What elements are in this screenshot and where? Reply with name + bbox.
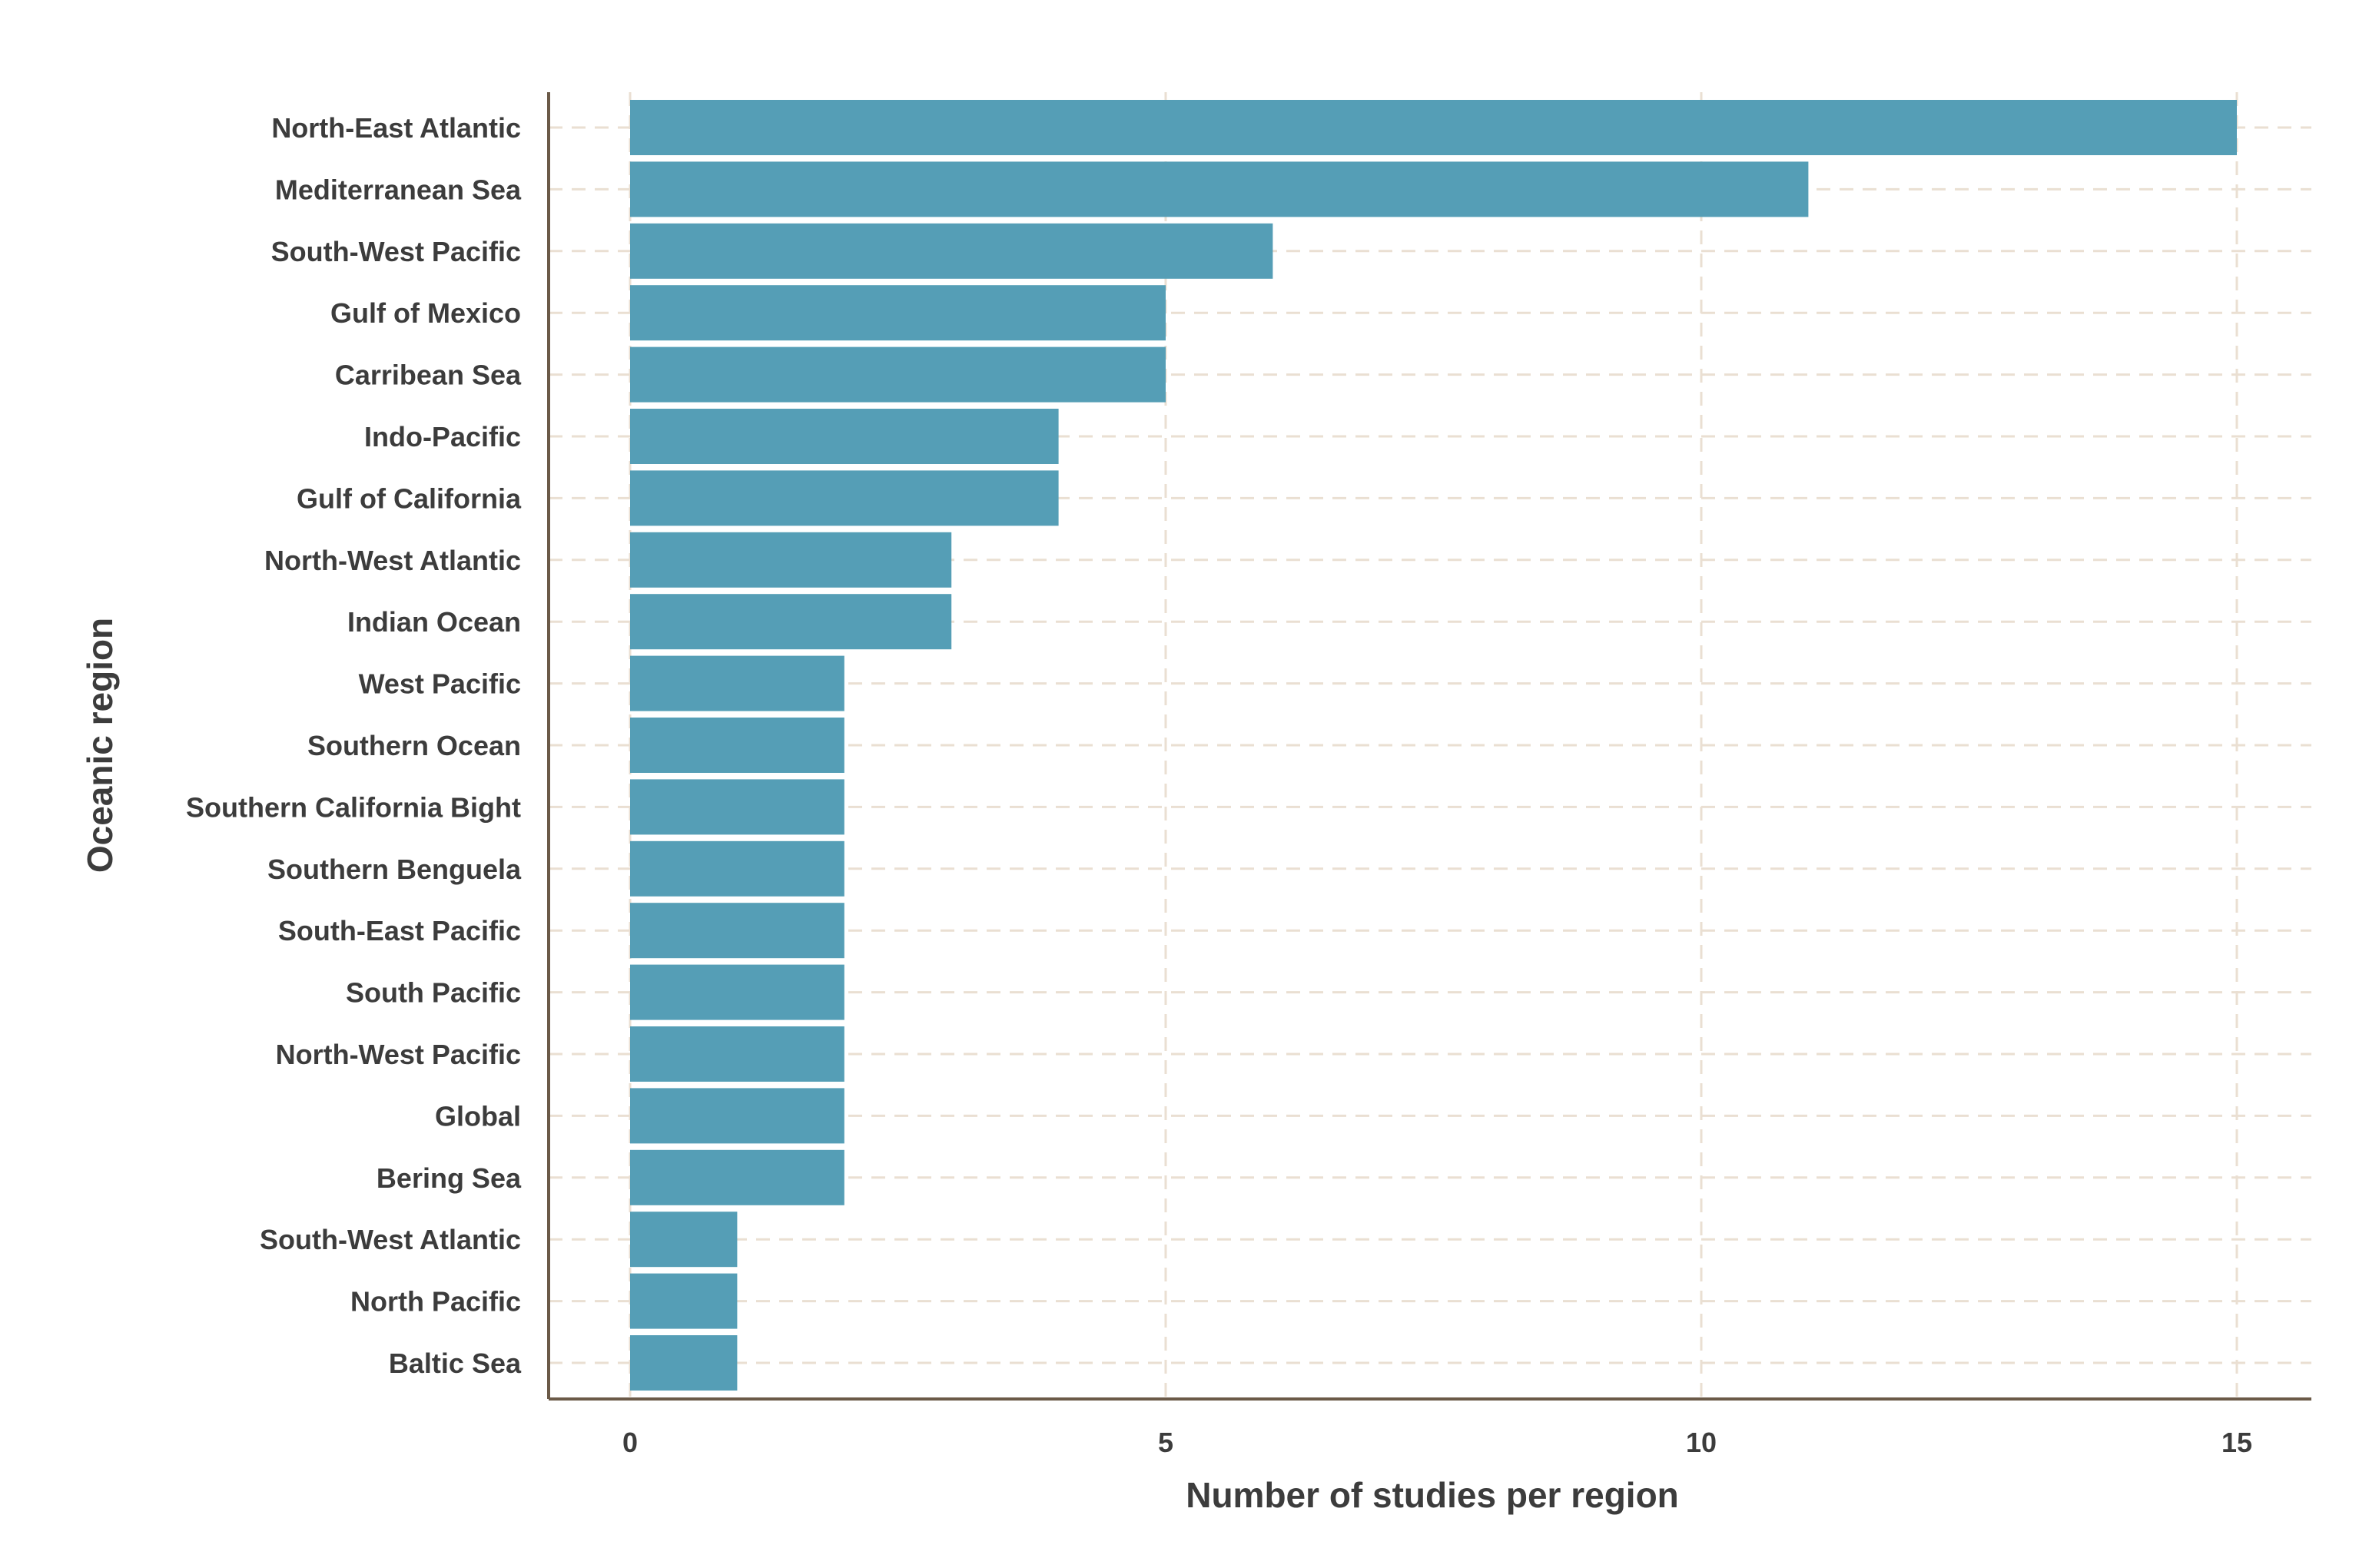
y-tick-label: South-West Atlantic	[260, 1224, 521, 1255]
bar	[630, 964, 844, 1020]
y-tick-labels: North-East Atlantic Mediterranean Sea Sout…	[186, 112, 522, 1379]
y-tick-label: South-West Pacific	[271, 236, 521, 267]
y-tick-label: Southern Benguela	[267, 854, 522, 885]
y-tick-label: North-West Pacific	[276, 1039, 521, 1070]
bar	[630, 903, 844, 959]
bar	[630, 1212, 738, 1268]
bar	[630, 1335, 738, 1391]
bar	[630, 1149, 844, 1205]
bar	[630, 718, 844, 773]
y-tick-label: South Pacific	[346, 977, 521, 1009]
bar	[630, 779, 844, 835]
bar	[630, 532, 952, 588]
bar	[630, 346, 1166, 403]
bar	[630, 470, 1059, 526]
y-tick-label: Global	[435, 1100, 521, 1132]
x-tick-label: 5	[1158, 1427, 1173, 1458]
x-tick-label: 0	[622, 1427, 638, 1458]
bar	[630, 285, 1166, 341]
y-tick-label: Gulf of Mexico	[330, 297, 521, 329]
bar	[630, 1273, 738, 1329]
y-tick-label: Bering Sea	[377, 1162, 522, 1194]
y-tick-label: Indian Ocean	[347, 606, 521, 638]
y-tick-label: North-West Atlantic	[264, 545, 521, 576]
axes	[547, 92, 2311, 1401]
y-tick-label: West Pacific	[359, 668, 521, 700]
y-tick-label: Southern Ocean	[307, 730, 521, 761]
bar	[630, 161, 1809, 217]
y-tick-label: South-East Pacific	[278, 915, 521, 946]
y-tick-label: Baltic Sea	[389, 1348, 522, 1379]
bar	[630, 1088, 844, 1144]
y-tick-label: North Pacific	[350, 1286, 521, 1318]
y-tick-label: Mediterranean Sea	[275, 174, 522, 205]
bar	[630, 100, 2237, 155]
x-tick-labels: 0 5 10 15	[622, 1427, 2252, 1458]
bars	[630, 100, 2237, 1391]
bar	[630, 655, 844, 711]
y-tick-label: Indo-Pacific	[364, 421, 521, 452]
bar	[630, 594, 952, 650]
y-tick-label: North-East Atlantic	[271, 112, 521, 144]
y-axis-title: Oceanic region	[80, 618, 120, 873]
x-tick-label: 10	[1686, 1427, 1717, 1458]
y-tick-label: Southern California Bight	[186, 791, 521, 823]
bar	[630, 223, 1273, 279]
bar	[630, 409, 1059, 464]
bar	[630, 1026, 844, 1082]
y-tick-label: Gulf of California	[297, 482, 522, 514]
x-axis-title: Number of studies per region	[1186, 1475, 1679, 1515]
bar	[630, 840, 844, 897]
y-tick-label: Carribean Sea	[335, 360, 522, 391]
x-tick-label: 15	[2221, 1427, 2252, 1458]
